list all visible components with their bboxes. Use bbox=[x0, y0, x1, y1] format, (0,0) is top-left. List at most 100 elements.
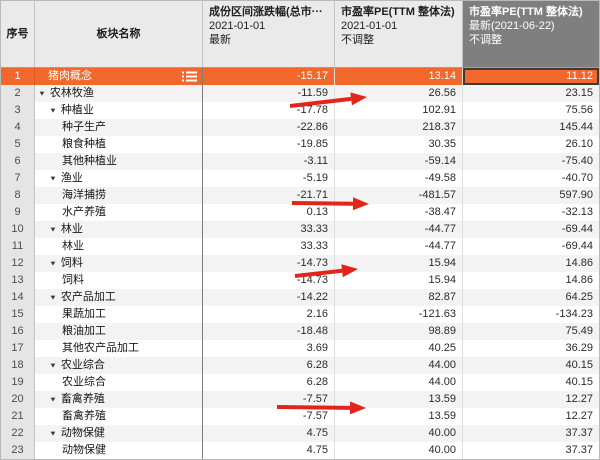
list-icon[interactable] bbox=[182, 71, 197, 82]
row-serial-number[interactable]: 2 bbox=[1, 85, 35, 102]
pe-latest-cell[interactable]: 75.49 bbox=[565, 325, 593, 337]
pe-latest-cell[interactable]: -32.13 bbox=[561, 206, 593, 218]
pe-jan-cell[interactable]: -38.47 bbox=[335, 204, 463, 221]
range-change-cell[interactable]: 2.16 bbox=[203, 306, 335, 323]
sector-name-cell[interactable]: 林业 bbox=[35, 238, 203, 255]
sector-name-cell[interactable]: ▼ 动物保健 bbox=[35, 425, 203, 442]
sector-name-cell[interactable]: ▼ 农产品加工 bbox=[35, 289, 203, 306]
pe-jan-cell[interactable]: 30.35 bbox=[335, 136, 463, 153]
table-row[interactable]: 1 猪肉概念 -15.17 13.14 11.12 bbox=[1, 68, 599, 85]
pe-jan-cell[interactable]: -44.77 bbox=[335, 221, 463, 238]
collapse-triangle-icon[interactable]: ▼ bbox=[49, 395, 57, 404]
table-row[interactable]: 21 畜禽养殖 -7.57 13.59 12.27 bbox=[1, 408, 599, 425]
collapse-triangle-icon[interactable]: ▼ bbox=[49, 361, 57, 370]
table-row[interactable]: 17 其他农产品加工 3.69 40.25 36.29 bbox=[1, 340, 599, 357]
table-row[interactable]: 12 ▼ 饲料 -14.73 15.94 14.86 bbox=[1, 255, 599, 272]
row-serial-number[interactable]: 1 bbox=[1, 68, 35, 85]
sector-name-cell[interactable]: 水产养殖 bbox=[35, 204, 203, 221]
pe-latest-cell[interactable]: 37.37 bbox=[565, 444, 593, 456]
sector-name-cell[interactable]: 粮食种植 bbox=[35, 136, 203, 153]
collapse-triangle-icon[interactable]: ▼ bbox=[49, 293, 57, 302]
sector-name-cell[interactable]: ▼ 种植业 bbox=[35, 102, 203, 119]
row-serial-number[interactable]: 8 bbox=[1, 187, 35, 204]
row-serial-number[interactable]: 9 bbox=[1, 204, 35, 221]
range-change-cell[interactable]: -17.78 bbox=[203, 102, 335, 119]
pe-latest-cell[interactable]: 37.37 bbox=[565, 427, 593, 439]
range-change-cell[interactable]: 6.28 bbox=[203, 374, 335, 391]
pe-jan-cell[interactable]: 40.00 bbox=[335, 442, 463, 459]
row-serial-number[interactable]: 5 bbox=[1, 136, 35, 153]
pe-jan-cell[interactable]: -59.14 bbox=[335, 153, 463, 170]
row-serial-number[interactable]: 20 bbox=[1, 391, 35, 408]
pe-latest-cell[interactable]: 14.86 bbox=[565, 274, 593, 286]
collapse-triangle-icon[interactable]: ▼ bbox=[49, 106, 57, 115]
sector-name-cell[interactable]: ▼ 饲料 bbox=[35, 255, 203, 272]
row-serial-number[interactable]: 21 bbox=[1, 408, 35, 425]
pe-latest-cell[interactable]: 14.86 bbox=[565, 257, 593, 269]
range-change-cell[interactable]: 0.13 bbox=[203, 204, 335, 221]
pe-latest-cell[interactable]: 75.56 bbox=[565, 104, 593, 116]
range-change-cell[interactable]: -15.17 bbox=[203, 68, 335, 85]
pe-latest-cell[interactable]: 64.25 bbox=[565, 291, 593, 303]
row-serial-number[interactable]: 13 bbox=[1, 272, 35, 289]
sector-name-cell[interactable]: 种子生产 bbox=[35, 119, 203, 136]
pe-latest-cell[interactable]: 12.27 bbox=[565, 393, 593, 405]
pe-jan-cell[interactable]: 26.56 bbox=[335, 85, 463, 102]
row-serial-number[interactable]: 12 bbox=[1, 255, 35, 272]
table-row[interactable]: 19 农业综合 6.28 44.00 40.15 bbox=[1, 374, 599, 391]
range-change-cell[interactable]: 33.33 bbox=[203, 238, 335, 255]
collapse-triangle-icon[interactable]: ▼ bbox=[49, 174, 57, 183]
table-row[interactable]: 8 海洋捕捞 -21.71 -481.57 597.90 bbox=[1, 187, 599, 204]
table-row[interactable]: 6 其他种植业 -3.11 -59.14 -75.40 bbox=[1, 153, 599, 170]
sector-name-cell[interactable]: ▼ 农林牧渔 bbox=[35, 85, 203, 102]
table-row[interactable]: 22 ▼ 动物保健 4.75 40.00 37.37 bbox=[1, 425, 599, 442]
pe-jan-cell[interactable]: -49.58 bbox=[335, 170, 463, 187]
row-serial-number[interactable]: 4 bbox=[1, 119, 35, 136]
pe-latest-cell[interactable]: 36.29 bbox=[565, 342, 593, 354]
sector-name-cell[interactable]: ▼ 渔业 bbox=[35, 170, 203, 187]
pe-latest-cell[interactable]: 40.15 bbox=[565, 376, 593, 388]
sector-name-cell[interactable]: 畜禽养殖 bbox=[35, 408, 203, 425]
column-header-pe-latest[interactable]: 市盈率PE(TTM 整体法) 最新(2021-06-22) 不调整 bbox=[463, 1, 599, 67]
sector-name-cell[interactable]: 农业综合 bbox=[35, 374, 203, 391]
pe-latest-cell[interactable]: -69.44 bbox=[561, 240, 593, 252]
table-row[interactable]: 5 粮食种植 -19.85 30.35 26.10 bbox=[1, 136, 599, 153]
sector-name-cell[interactable]: ▼ 畜禽养殖 bbox=[35, 391, 203, 408]
range-change-cell[interactable]: 4.75 bbox=[203, 425, 335, 442]
row-serial-number[interactable]: 23 bbox=[1, 442, 35, 459]
pe-jan-cell[interactable]: 44.00 bbox=[335, 374, 463, 391]
sector-name-cell[interactable]: 猪肉概念 bbox=[35, 68, 203, 85]
column-header-range-change[interactable]: 成份区间涨跌幅(总市··· 2021-01-01 最新 bbox=[203, 1, 335, 67]
table-row[interactable]: 23 动物保健 4.75 40.00 37.37 bbox=[1, 442, 599, 459]
row-serial-number[interactable]: 22 bbox=[1, 425, 35, 442]
column-header-serial[interactable]: 序号 bbox=[1, 1, 35, 67]
row-serial-number[interactable]: 19 bbox=[1, 374, 35, 391]
pe-jan-cell[interactable]: 13.59 bbox=[335, 408, 463, 425]
row-serial-number[interactable]: 10 bbox=[1, 221, 35, 238]
pe-jan-cell[interactable]: -121.63 bbox=[335, 306, 463, 323]
pe-latest-cell[interactable]: 12.27 bbox=[565, 410, 593, 422]
pe-jan-cell[interactable]: 13.14 bbox=[335, 68, 463, 85]
range-change-cell[interactable]: 4.75 bbox=[203, 442, 335, 459]
pe-jan-cell[interactable]: 102.91 bbox=[335, 102, 463, 119]
table-row[interactable]: 10 ▼ 林业 33.33 -44.77 -69.44 bbox=[1, 221, 599, 238]
pe-jan-cell[interactable]: -481.57 bbox=[335, 187, 463, 204]
pe-jan-cell[interactable]: 40.00 bbox=[335, 425, 463, 442]
column-header-sector-name[interactable]: 板块名称 bbox=[35, 1, 203, 67]
row-serial-number[interactable]: 14 bbox=[1, 289, 35, 306]
range-change-cell[interactable]: -11.59 bbox=[203, 85, 335, 102]
collapse-triangle-icon[interactable]: ▼ bbox=[38, 89, 46, 98]
range-change-cell[interactable]: 3.69 bbox=[203, 340, 335, 357]
range-change-cell[interactable]: -7.57 bbox=[203, 408, 335, 425]
pe-jan-cell[interactable]: -44.77 bbox=[335, 238, 463, 255]
sector-name-cell[interactable]: 粮油加工 bbox=[35, 323, 203, 340]
range-change-cell[interactable]: -19.85 bbox=[203, 136, 335, 153]
sector-name-cell[interactable]: ▼ 林业 bbox=[35, 221, 203, 238]
pe-jan-cell[interactable]: 44.00 bbox=[335, 357, 463, 374]
table-row[interactable]: 14 ▼ 农产品加工 -14.22 82.87 64.25 bbox=[1, 289, 599, 306]
row-serial-number[interactable]: 11 bbox=[1, 238, 35, 255]
range-change-cell[interactable]: -14.73 bbox=[203, 255, 335, 272]
range-change-cell[interactable]: -5.19 bbox=[203, 170, 335, 187]
range-change-cell[interactable]: -3.11 bbox=[203, 153, 335, 170]
table-row[interactable]: 13 饲料 -14.73 15.94 14.86 bbox=[1, 272, 599, 289]
